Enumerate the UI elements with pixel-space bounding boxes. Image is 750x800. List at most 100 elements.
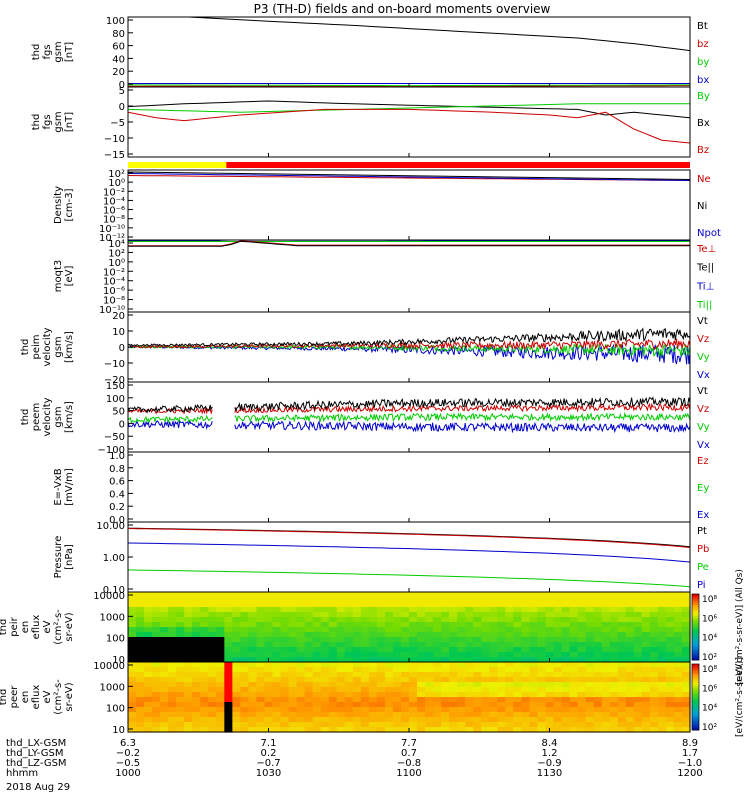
heatmap-cell: [184, 652, 193, 658]
heatmap-cell: [232, 692, 241, 698]
colorbar-cell: [692, 721, 699, 724]
heatmap-cell: [593, 717, 603, 723]
heatmap-cell: [328, 612, 338, 618]
heatmap-cell: [296, 647, 306, 653]
heatmap-cell: [240, 647, 250, 653]
heatmap-cell: [497, 672, 506, 678]
heatmap-cell: [328, 672, 338, 678]
heatmap-cell: [553, 672, 563, 678]
panel-5-ylabel-line: thd: [20, 339, 31, 356]
heatmap-cell: [569, 687, 579, 693]
series-Bt: [181, 17, 690, 52]
heatmap-cell: [457, 617, 466, 623]
heatmap-cell: [601, 702, 611, 708]
heatmap-cell: [617, 657, 627, 663]
heatmap-cell: [144, 697, 153, 703]
heatmap-cell: [473, 607, 482, 613]
heatmap-cell: [192, 632, 201, 638]
heatmap-cell: [641, 627, 651, 633]
heatmap-cell: [609, 592, 619, 598]
heatmap-cell: [280, 602, 290, 608]
heatmap-cell: [152, 722, 161, 728]
heatmap-cell: [144, 677, 153, 683]
colorbar-cell: [692, 635, 699, 639]
heatmap-cell: [320, 602, 330, 608]
ytick-label: 0.6: [109, 477, 125, 488]
heatmap-cell: [433, 657, 442, 663]
heatmap-cell: [368, 627, 378, 633]
heatmap-cell: [649, 657, 659, 663]
legend-Bt: Bt: [697, 21, 708, 32]
heatmap-cell: [585, 602, 595, 608]
heatmap-cell: [585, 657, 595, 663]
heatmap-cell: [352, 657, 362, 663]
heatmap-cell: [569, 717, 579, 723]
heatmap-cell: [296, 717, 306, 723]
heatmap-cell: [409, 667, 418, 673]
heatmap-cell: [457, 597, 466, 603]
heatmap-cell: [641, 682, 651, 688]
heatmap-cell: [392, 682, 402, 688]
heatmap-cell: [481, 682, 490, 688]
heatmap-cell: [633, 662, 643, 668]
heatmap-cell: [384, 602, 394, 608]
heatmap-cell: [409, 672, 418, 678]
heatmap-cell: [569, 592, 579, 598]
heatmap-cell: [457, 642, 466, 648]
heatmap-cell: [553, 682, 563, 688]
heatmap-cell: [409, 607, 418, 613]
heatmap-cell: [304, 692, 314, 698]
heatmap-cell: [256, 602, 266, 608]
heatmap-cell: [288, 652, 298, 658]
heatmap-cell: [417, 617, 426, 623]
heatmap-cell: [128, 632, 137, 638]
heatmap-cell: [400, 597, 410, 603]
heatmap-cell: [553, 662, 563, 668]
heatmap-cell: [489, 702, 498, 708]
heatmap-cell: [433, 632, 442, 638]
heatmap-cell: [272, 662, 282, 668]
heatmap-cell: [336, 702, 346, 708]
heatmap-cell: [296, 622, 306, 628]
heatmap-cell: [336, 602, 346, 608]
heatmap-cell: [449, 592, 458, 598]
heatmap-cell: [352, 692, 362, 698]
heatmap-cell: [473, 642, 482, 648]
heatmap-cell: [433, 702, 442, 708]
heatmap-cell: [256, 712, 266, 718]
heatmap-cell: [617, 637, 627, 643]
heatmap-cell: [665, 632, 675, 638]
heatmap-cell: [585, 712, 595, 718]
heatmap-cell: [537, 722, 547, 728]
heatmap-cell: [328, 597, 338, 603]
colorbar-cell: [692, 712, 699, 716]
heatmap-cell: [136, 597, 145, 603]
heatmap-cell: [641, 602, 651, 608]
heatmap-cell: [224, 697, 233, 703]
heatmap-cell: [336, 612, 346, 618]
colorbar-cell: [692, 681, 699, 685]
heatmap-cell: [537, 717, 547, 723]
heatmap-cell: [152, 687, 161, 693]
heatmap-cell: [465, 617, 474, 623]
heatmap-cell: [425, 697, 434, 703]
heatmap-cell: [561, 727, 571, 733]
heatmap-cell: [521, 612, 531, 618]
heatmap-cell: [537, 707, 547, 713]
heatmap-cell: [521, 602, 531, 608]
heatmap-cell: [657, 662, 667, 668]
heatmap-cell: [665, 712, 675, 718]
heatmap-cell: [417, 702, 426, 708]
heatmap-cell: [457, 622, 466, 628]
heatmap-cell: [409, 612, 418, 618]
heatmap-cell: [561, 617, 571, 623]
heatmap-cell: [617, 697, 627, 703]
heatmap-cell: [641, 702, 651, 708]
heatmap-cell: [553, 642, 563, 648]
heatmap-cell: [312, 687, 322, 693]
heatmap-cell: [585, 647, 595, 653]
heatmap-cell: [625, 712, 635, 718]
heatmap-cell: [288, 612, 298, 618]
heatmap-cell: [481, 712, 490, 718]
heatmap-cell: [272, 637, 282, 643]
